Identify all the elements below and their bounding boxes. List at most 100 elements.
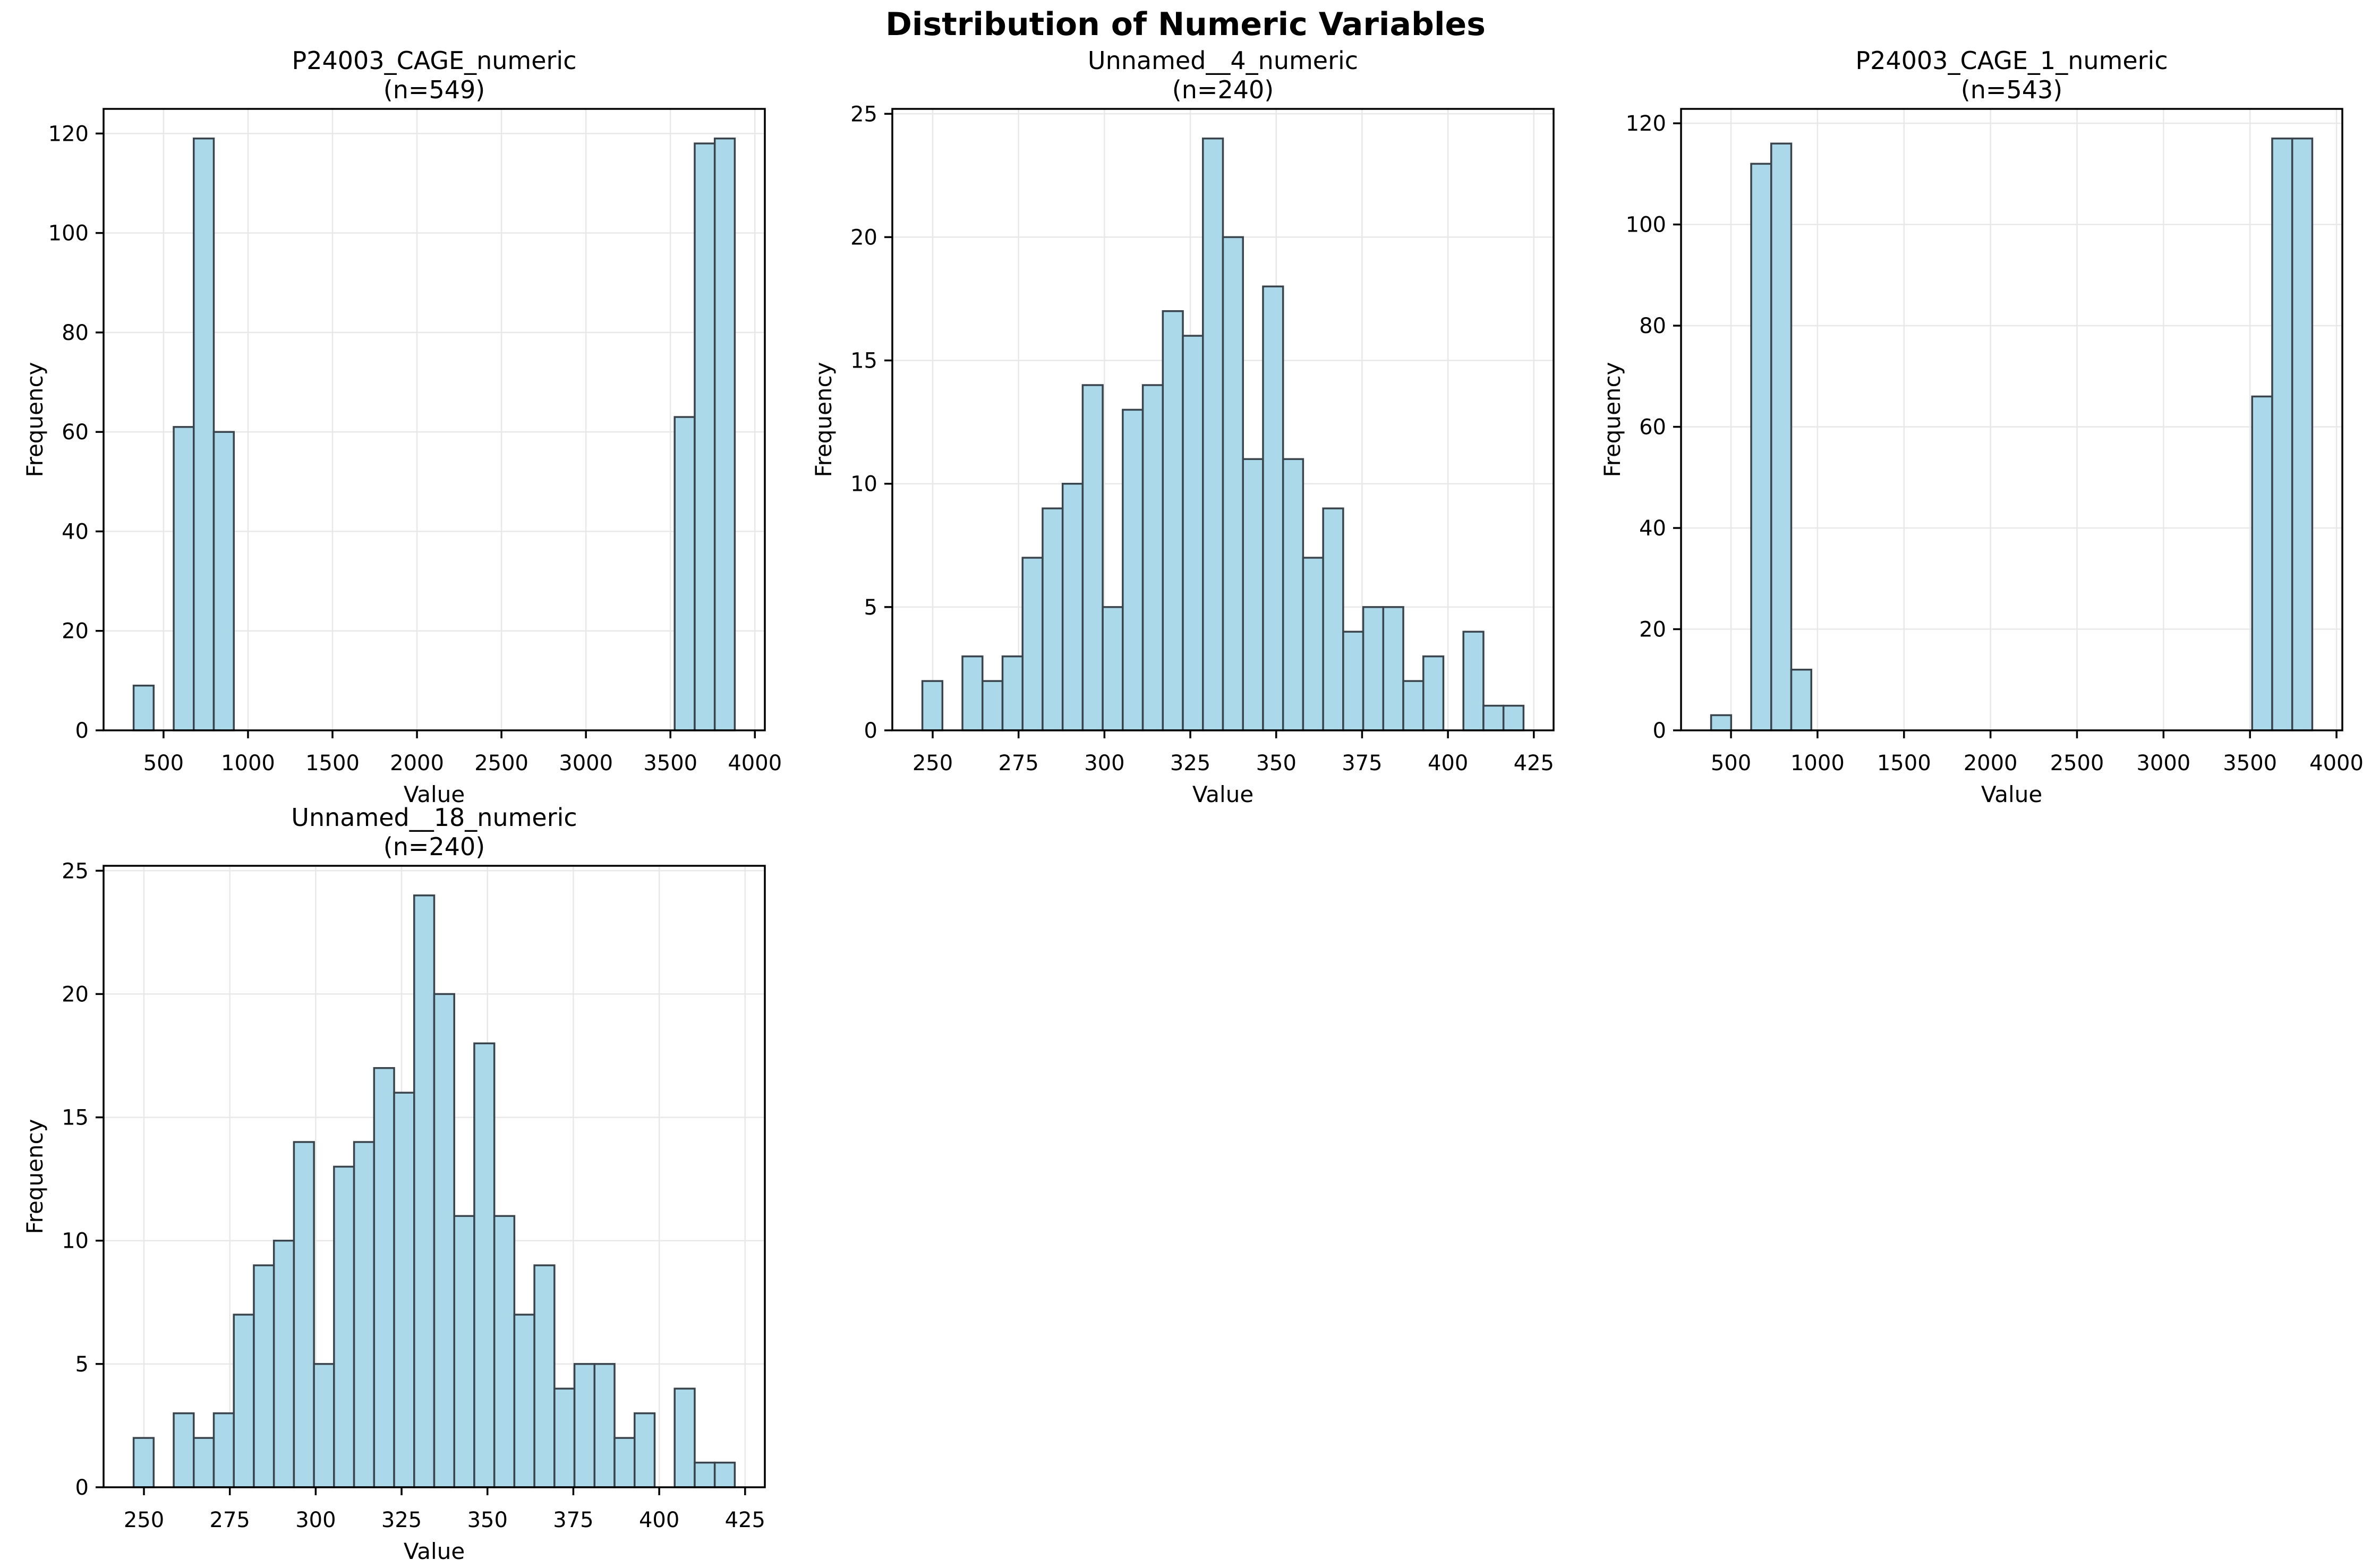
y-tick-label: 60 — [62, 420, 89, 445]
y-tick-label: 120 — [1626, 112, 1666, 136]
subplot-P24003_CAGE_1_numeric: 500 1000 1500 2000 2500 3000 3500 4000 0 20 40 60 80… — [1599, 46, 2364, 807]
y-axis-label: Frequency — [811, 362, 837, 478]
x-tick-label: 275 — [999, 751, 1039, 776]
subplot-title: Unnamed__4_numeric — [1088, 46, 1358, 75]
histogram-bar — [513, 1314, 535, 1488]
ticks — [96, 132, 756, 738]
histogram-bar — [1061, 482, 1084, 731]
histogram-bar — [493, 1215, 516, 1488]
x-tick-label: 375 — [553, 1508, 593, 1532]
histogram-bar — [1422, 655, 1445, 731]
histogram-bar — [393, 1092, 415, 1488]
x-tick-label: 325 — [381, 1508, 422, 1532]
y-axis-label: Frequency — [22, 1119, 48, 1234]
y-tick-label: 0 — [75, 719, 89, 743]
subplot-subtitle: (n=240) — [1172, 75, 1274, 104]
figure-title: Distribution of Numeric Variables — [885, 6, 1486, 43]
x-axis-label: Value — [404, 1538, 465, 1564]
histogram-bar — [1770, 142, 1793, 731]
y-tick-label: 60 — [1639, 415, 1666, 440]
histogram-bar — [553, 1387, 576, 1488]
x-tick-label: 250 — [124, 1508, 164, 1532]
histogram-bar — [1790, 668, 1812, 731]
histogram-bar — [2271, 137, 2293, 731]
x-tick-label: 1000 — [1790, 751, 1845, 776]
y-tick-label: 80 — [62, 321, 89, 345]
y-tick-label: 100 — [48, 221, 89, 246]
histogram-bar — [1462, 630, 1485, 731]
x-tick-label: 425 — [725, 1508, 765, 1532]
axes-spines — [891, 108, 1555, 731]
x-tick-label: 2000 — [390, 751, 444, 776]
y-tick-label: 20 — [62, 982, 89, 1007]
histogram-bar — [373, 1067, 395, 1488]
x-tick-label: 300 — [295, 1508, 336, 1532]
y-tick-label: 5 — [75, 1352, 89, 1377]
histogram-bar — [1182, 335, 1204, 731]
ticks — [1673, 122, 2338, 738]
x-tick-label: 4000 — [2309, 751, 2364, 776]
x-tick-label: 2500 — [474, 751, 528, 776]
y-tick-label: 10 — [62, 1229, 89, 1254]
histogram-bar — [1102, 606, 1124, 731]
histogram-bar — [1042, 507, 1064, 731]
histogram-bar — [713, 137, 736, 731]
x-tick-label: 2500 — [2050, 751, 2104, 776]
histogram-bar — [1382, 606, 1404, 731]
histogram-bar — [1342, 630, 1364, 731]
grid — [1681, 109, 2342, 731]
histogram-bar — [212, 431, 235, 731]
x-tick-label: 350 — [1256, 751, 1297, 776]
y-axis-label: Frequency — [22, 362, 48, 478]
histogram-bar — [1362, 606, 1385, 731]
x-tick-label: 400 — [639, 1508, 679, 1532]
histogram-bar — [293, 1141, 315, 1488]
histogram-bar — [193, 137, 215, 731]
x-tick-label: 250 — [912, 751, 953, 776]
x-tick-label: 500 — [1711, 751, 1751, 776]
histogram-bar — [212, 1412, 235, 1488]
tick-labels: 250 275 300 325 350 375 400 425 0 5 10 15 20 25 — [850, 102, 1554, 776]
histogram-bar — [173, 426, 195, 731]
subplot-Unnamed__4_numeric: 250 275 300 325 350 375 400 425 0 5 10 15 20 25 Unname… — [811, 46, 1555, 807]
ticks — [884, 113, 1535, 738]
histogram-bar — [1202, 137, 1224, 731]
tick-labels: 250 275 300 325 350 375 400 425 0 5 10 15 20 25 — [62, 859, 765, 1532]
y-tick-label: 120 — [48, 122, 89, 146]
histogram-bar — [1302, 557, 1324, 731]
y-tick-label: 20 — [62, 619, 89, 644]
ticks — [96, 870, 746, 1495]
histogram-bar — [253, 1264, 275, 1488]
x-tick-label: 2000 — [1964, 751, 2018, 776]
subplot-title: Unnamed__18_numeric — [291, 803, 577, 832]
histogram-bar — [573, 1363, 596, 1488]
y-tick-label: 25 — [850, 102, 877, 126]
histogram-bar — [1081, 384, 1104, 731]
x-axis-label: Value — [1192, 781, 1253, 807]
y-tick-label: 40 — [1639, 516, 1666, 541]
histogram-bar — [1021, 557, 1044, 731]
histogram-bar — [1482, 704, 1505, 731]
y-tick-label: 20 — [1639, 618, 1666, 642]
histogram-bar — [173, 1412, 195, 1488]
bars — [132, 894, 736, 1488]
histogram-bar — [613, 1437, 636, 1488]
x-tick-label: 500 — [143, 751, 184, 776]
histogram-bar — [1262, 285, 1284, 731]
axes-spines — [1680, 108, 2343, 731]
histogram-bar — [634, 1412, 656, 1488]
subplot-subtitle: (n=543) — [1961, 75, 2062, 104]
y-tick-label: 80 — [1639, 314, 1666, 338]
subplot-title: P24003_CAGE_1_numeric — [1855, 46, 2168, 75]
histogram-bar — [333, 1165, 355, 1488]
subplot-subtitle: (n=549) — [383, 75, 485, 104]
x-tick-label: 3000 — [559, 751, 613, 776]
bars — [921, 137, 1525, 731]
bars — [1710, 137, 2314, 731]
y-tick-label: 5 — [864, 595, 877, 620]
histogram-bar — [413, 894, 436, 1488]
histogram-bar — [694, 1461, 716, 1488]
histogram-bar — [961, 655, 984, 731]
